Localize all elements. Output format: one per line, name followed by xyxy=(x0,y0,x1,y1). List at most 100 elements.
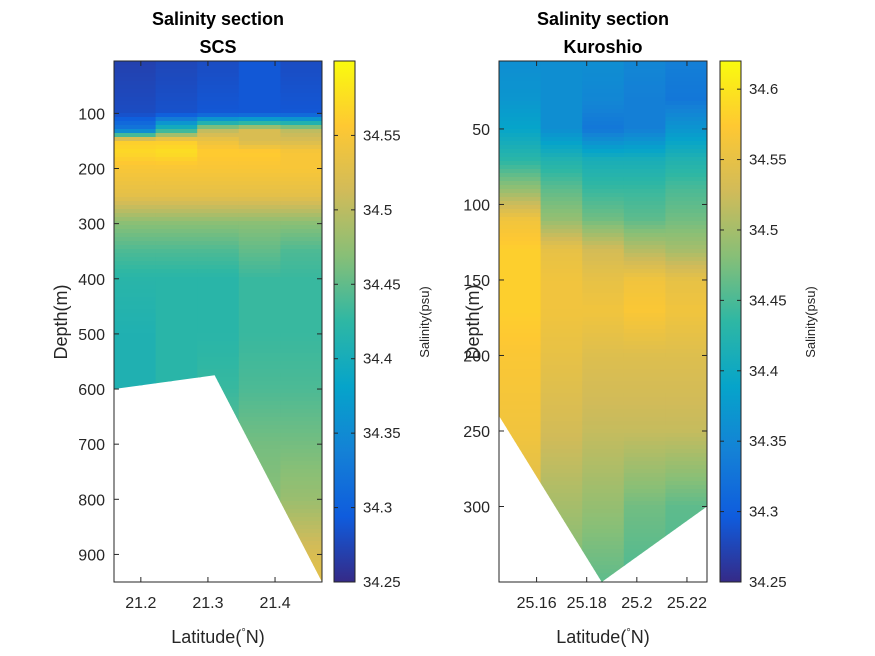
heatmap-cell xyxy=(114,109,157,114)
kuroshio-title: Salinity section xyxy=(537,9,669,29)
heatmap-cell xyxy=(540,101,583,106)
heatmap-cell xyxy=(665,353,707,358)
heatmap-cell xyxy=(665,361,707,366)
heatmap-cell xyxy=(197,541,240,546)
heatmap-cell xyxy=(197,173,240,178)
heatmap-cell xyxy=(540,121,583,126)
heatmap-cell xyxy=(155,85,198,90)
heatmap-cell xyxy=(155,101,198,106)
heatmap-cell xyxy=(665,525,707,530)
heatmap-cell xyxy=(540,253,583,258)
heatmap-cell xyxy=(499,465,542,470)
heatmap-cell xyxy=(114,413,157,418)
heatmap-cell xyxy=(114,237,157,242)
heatmap-cell xyxy=(499,393,542,398)
heatmap-cell xyxy=(280,329,322,334)
heatmap-cell xyxy=(197,189,240,194)
heatmap-cell xyxy=(582,217,625,222)
heatmap-cell xyxy=(499,421,542,426)
heatmap-cell xyxy=(499,113,542,118)
heatmap-cell xyxy=(623,357,666,362)
heatmap-cell xyxy=(114,193,157,198)
heatmap-cell xyxy=(155,189,198,194)
heatmap-cell xyxy=(582,81,625,86)
heatmap-cell xyxy=(197,277,240,282)
heatmap-cell xyxy=(280,177,322,182)
heatmap-cell xyxy=(280,557,322,562)
heatmap-cell xyxy=(665,257,707,262)
heatmap-cell xyxy=(623,577,666,582)
heatmap-cell xyxy=(197,101,240,106)
heatmap-cell xyxy=(623,297,666,302)
heatmap-cell xyxy=(114,105,157,110)
heatmap-cell xyxy=(114,357,157,362)
heatmap-cell xyxy=(197,409,240,414)
heatmap-cell xyxy=(280,165,322,170)
heatmap-cell xyxy=(238,481,281,486)
heatmap-cell xyxy=(665,325,707,330)
heatmap-cell xyxy=(197,405,240,410)
heatmap-cell xyxy=(623,265,666,270)
heatmap-cell xyxy=(280,277,322,282)
heatmap-cell xyxy=(499,217,542,222)
heatmap-cell xyxy=(499,221,542,226)
heatmap-cell xyxy=(155,181,198,186)
heatmap-cell xyxy=(665,197,707,202)
heatmap-cell xyxy=(114,273,157,278)
heatmap-cell xyxy=(623,165,666,170)
heatmap-cell xyxy=(197,273,240,278)
heatmap-cell xyxy=(623,293,666,298)
heatmap-cell xyxy=(114,421,157,426)
heatmap-cell xyxy=(197,269,240,274)
heatmap-cell xyxy=(623,457,666,462)
heatmap-cell xyxy=(197,197,240,202)
heatmap-cell xyxy=(155,73,198,78)
heatmap-cell xyxy=(540,273,583,278)
heatmap-cell xyxy=(582,333,625,338)
heatmap-cell xyxy=(114,197,157,202)
heatmap-cell xyxy=(623,445,666,450)
heatmap-cell xyxy=(238,529,281,534)
heatmap-cell xyxy=(197,261,240,266)
heatmap-cell xyxy=(280,297,322,302)
heatmap-cell xyxy=(623,513,666,518)
heatmap-cell xyxy=(499,513,542,518)
colorbar-tick-label: 34.25 xyxy=(749,574,787,591)
kuroshio-y-ticks: 50 100 150 200 250 300 xyxy=(463,122,707,516)
heatmap-cell xyxy=(155,77,198,82)
heatmap-cell xyxy=(540,313,583,318)
heatmap-cell xyxy=(238,465,281,470)
heatmap-cell xyxy=(238,377,281,382)
heatmap-cell xyxy=(665,137,707,142)
heatmap-cell xyxy=(238,269,281,274)
heatmap-cell xyxy=(582,301,625,306)
heatmap-cell xyxy=(197,125,240,130)
heatmap-cell xyxy=(499,261,542,266)
heatmap-cell xyxy=(197,561,240,566)
heatmap-cell xyxy=(499,337,542,342)
heatmap-cell xyxy=(155,221,198,226)
heatmap-cell xyxy=(238,313,281,318)
heatmap-cell xyxy=(238,117,281,122)
heatmap-cell xyxy=(665,465,707,470)
heatmap-cell xyxy=(499,97,542,102)
heatmap-cell xyxy=(114,365,157,370)
heatmap-cell xyxy=(540,69,583,74)
heatmap-cell xyxy=(280,425,322,430)
kuroshio-axes-box xyxy=(498,60,708,583)
heatmap-cell xyxy=(582,389,625,394)
heatmap-cell xyxy=(155,425,198,430)
heatmap-cell xyxy=(665,413,707,418)
heatmap-cell xyxy=(582,353,625,358)
heatmap-cell xyxy=(623,481,666,486)
heatmap-cell xyxy=(155,353,198,358)
heatmap-cell xyxy=(582,173,625,178)
heatmap-cell xyxy=(499,501,542,506)
heatmap-cell xyxy=(665,229,707,234)
heatmap-cell xyxy=(280,61,322,66)
heatmap-cell xyxy=(197,141,240,146)
heatmap-cell xyxy=(540,85,583,90)
heatmap-cell xyxy=(280,213,322,218)
scs-axes-box xyxy=(113,60,323,583)
heatmap-cell xyxy=(499,489,542,494)
